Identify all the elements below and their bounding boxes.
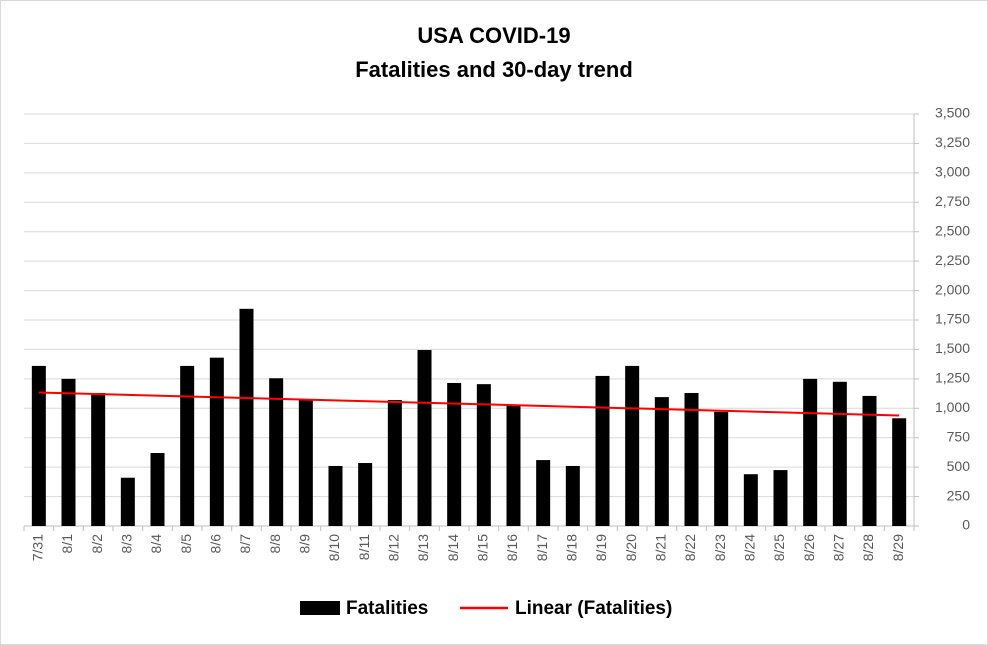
bar	[595, 375, 610, 526]
bar	[209, 357, 224, 526]
y-tick-label: 2,000	[935, 281, 970, 297]
chart-subtitle: Fatalities and 30-day trend	[355, 57, 633, 82]
bar	[269, 378, 284, 526]
x-tick-label: 8/21	[653, 534, 669, 561]
x-tick-label: 8/18	[564, 534, 580, 561]
x-tick-label: 8/7	[237, 534, 253, 554]
y-tick-label: 1,250	[935, 370, 970, 386]
bar	[91, 392, 106, 526]
bar	[773, 470, 788, 526]
x-tick-label: 8/26	[801, 534, 817, 561]
bar	[536, 460, 551, 526]
bar	[298, 400, 313, 526]
bar	[31, 365, 46, 526]
x-tick-label: 8/29	[890, 534, 906, 561]
x-tick-label: 8/3	[119, 534, 135, 554]
x-tick-label: 8/14	[445, 534, 461, 561]
y-tick-label: 750	[947, 428, 971, 444]
bar	[832, 381, 847, 526]
x-tick-label: 8/5	[178, 534, 194, 554]
bar	[328, 465, 343, 526]
x-tick-label: 8/13	[415, 534, 431, 561]
bar	[565, 465, 580, 526]
y-tick-label: 0	[962, 517, 970, 533]
x-tick-label: 8/19	[593, 534, 609, 561]
x-tick-label: 8/25	[771, 534, 787, 561]
y-tick-label: 2,500	[935, 222, 970, 238]
x-tick-label: 8/6	[208, 534, 224, 554]
bar	[150, 453, 165, 526]
y-tick-label: 2,250	[935, 252, 970, 268]
bar	[120, 477, 135, 526]
y-tick-label: 1,750	[935, 311, 970, 327]
x-tick-label: 8/24	[742, 534, 758, 561]
x-tick-label: 8/11	[356, 534, 372, 560]
bar	[892, 418, 907, 526]
y-tick-label: 1,000	[935, 399, 970, 415]
bar	[61, 378, 76, 526]
chart-title: USA COVID-19	[417, 23, 570, 48]
bar	[387, 400, 402, 526]
bar	[506, 404, 521, 526]
y-tick-label: 3,000	[935, 164, 970, 180]
bar	[684, 392, 699, 526]
x-tick-label: 8/27	[831, 534, 847, 561]
x-tick-label: 8/12	[386, 534, 402, 561]
bar	[625, 365, 640, 526]
bar	[714, 411, 729, 526]
bar	[358, 463, 373, 526]
bar	[743, 474, 758, 526]
x-tick-label: 8/23	[712, 534, 728, 561]
x-tick-label: 8/8	[267, 534, 283, 554]
y-tick-label: 500	[947, 458, 971, 474]
x-tick-label: 8/17	[534, 534, 550, 561]
legend-label: Linear (Fatalities)	[515, 598, 672, 619]
y-tick-label: 3,500	[935, 105, 970, 121]
x-tick-label: 8/9	[297, 534, 313, 554]
x-tick-label: 8/22	[682, 534, 698, 561]
x-tick-label: 8/20	[623, 534, 639, 561]
bar	[862, 395, 877, 526]
x-tick-label: 8/16	[504, 534, 520, 561]
bar	[803, 378, 818, 526]
x-tick-label: 8/28	[860, 534, 876, 561]
y-tick-label: 3,250	[935, 134, 970, 150]
bar	[239, 308, 254, 526]
bar	[180, 365, 195, 526]
y-tick-label: 1,500	[935, 340, 970, 356]
x-tick-label: 8/4	[148, 534, 164, 554]
x-tick-label: 8/10	[326, 534, 342, 561]
y-tick-label: 2,750	[935, 193, 970, 209]
x-tick-label: 8/1	[59, 534, 75, 554]
bar	[447, 382, 462, 526]
x-tick-label: 8/15	[475, 534, 491, 561]
x-tick-label: 8/2	[89, 534, 105, 554]
bar	[654, 397, 669, 526]
y-tick-label: 250	[947, 487, 971, 503]
legend-swatch	[300, 601, 340, 615]
trend-line	[38, 391, 900, 417]
bar	[417, 350, 432, 526]
legend-label: Fatalities	[346, 598, 428, 619]
x-tick-label: 7/31	[30, 534, 46, 561]
bar	[476, 384, 491, 526]
